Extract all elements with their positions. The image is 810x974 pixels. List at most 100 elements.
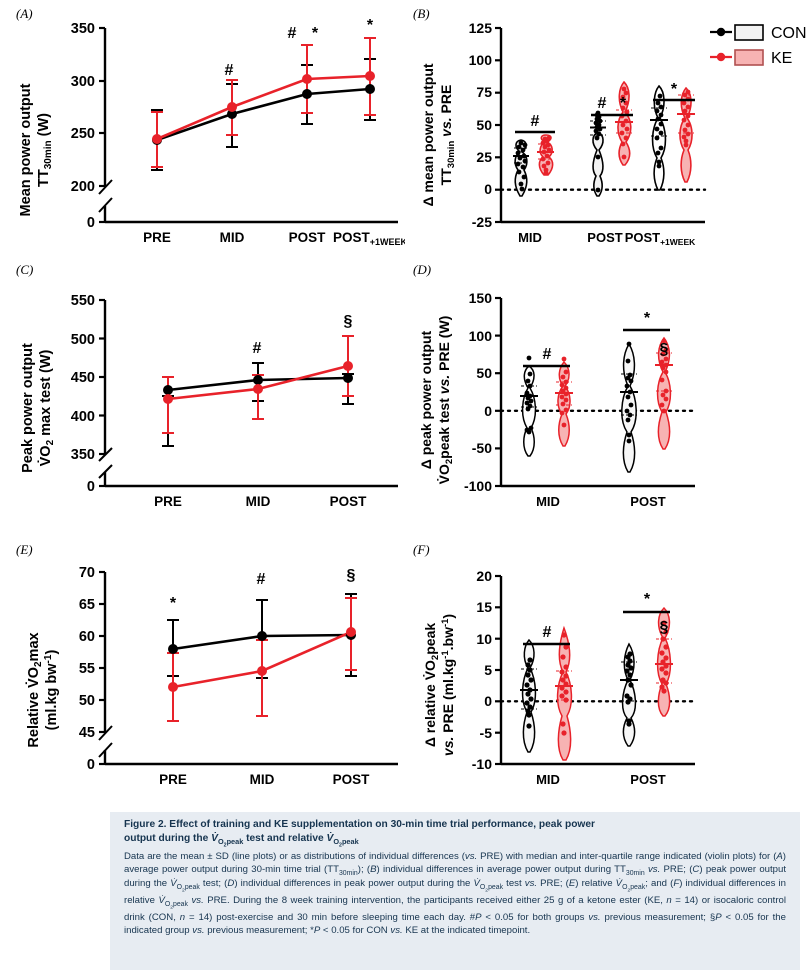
legend-item-con: CON xyxy=(710,24,807,42)
panel-c-ke-markers xyxy=(163,361,353,404)
svg-text:MID: MID xyxy=(536,494,560,509)
svg-text:§: § xyxy=(347,567,356,584)
panel-c-y-ticklabels: 550 500 450 400 350 0 xyxy=(71,293,95,495)
svg-text:*: * xyxy=(312,25,319,42)
svg-text:75: 75 xyxy=(476,84,492,100)
svg-text:150: 150 xyxy=(469,290,493,306)
panel-e-y-ticks xyxy=(99,570,105,766)
panel-e-y-axis xyxy=(98,572,113,764)
panel-a-y-axis xyxy=(98,28,113,222)
svg-text:MID: MID xyxy=(220,230,245,245)
svg-text:0: 0 xyxy=(484,693,492,709)
panel-d-ylabel: Δ peak power output V̇O2peak test vs. PR… xyxy=(418,316,455,485)
panel-f-y-ticks xyxy=(495,574,501,766)
panel-c-con-markers xyxy=(163,373,353,395)
caption-title-line1: Figure 2. Effect of training and KE supp… xyxy=(124,819,595,830)
svg-text:Mean power output: Mean power output xyxy=(18,83,34,216)
violin-f-con-mid xyxy=(520,638,538,753)
svg-text:V̇O2 max test (W): V̇O2 max test (W) xyxy=(37,349,56,466)
svg-text:#: # xyxy=(543,624,552,641)
caption-title-line2: output during the V̇O2peak test and rela… xyxy=(124,833,359,849)
panel-e-letter: (E) xyxy=(16,542,33,557)
svg-text:#: # xyxy=(253,340,262,357)
svg-text:CON: CON xyxy=(771,25,807,42)
svg-text:100: 100 xyxy=(469,328,493,344)
legend-item-ke: KE xyxy=(710,49,792,67)
svg-text:Relative V̇O2max: Relative V̇O2max xyxy=(25,632,44,747)
svg-text:*: * xyxy=(644,591,651,608)
panel-f-sig-bars xyxy=(523,610,670,646)
panel-e: (E) Relative V̇O2max (ml.kg bw-1) 70 65 60… xyxy=(0,520,405,812)
svg-text:50: 50 xyxy=(476,365,492,381)
svg-text:§: § xyxy=(660,619,669,636)
panel-b: (B) Δ mean power output TT30min vs. PRE … xyxy=(405,0,810,258)
panel-d: (D) Δ peak power output V̇O2peak test vs… xyxy=(405,258,810,520)
svg-text:POST+1WEEK: POST+1WEEK xyxy=(625,230,696,247)
svg-text:50: 50 xyxy=(79,693,95,709)
svg-text:PRE: PRE xyxy=(154,494,182,509)
violin-d-con-mid xyxy=(520,355,538,457)
svg-text:POST: POST xyxy=(630,494,665,509)
svg-text:350: 350 xyxy=(71,21,95,37)
panel-b-legend: CON KE xyxy=(710,24,807,67)
svg-text:0: 0 xyxy=(87,757,95,773)
panel-a-ke-line xyxy=(156,74,371,141)
panel-f-x-ticklabels: MID POST xyxy=(536,772,666,787)
svg-text:70: 70 xyxy=(79,565,95,581)
svg-text:Δ mean power output: Δ mean power output xyxy=(420,63,436,206)
panel-d-y-ticklabels: 150 100 50 0 -50 -100 xyxy=(464,290,492,494)
violin-f-ke-post xyxy=(655,606,673,717)
panel-c-chart: Peak power output V̇O2 max test (W) 5505… xyxy=(20,293,398,509)
violin-ke-mid xyxy=(537,134,554,176)
svg-text:#: # xyxy=(598,95,607,112)
panel-b-sig-bars xyxy=(515,98,695,134)
svg-text:POST: POST xyxy=(587,230,622,245)
svg-text:200: 200 xyxy=(71,179,95,195)
svg-text:350: 350 xyxy=(71,447,95,463)
svg-text:55: 55 xyxy=(79,661,95,677)
panel-a-con-markers xyxy=(152,84,375,145)
panel-e-annotations: * # § xyxy=(170,567,356,612)
caption-body: Data are the mean ± SD (line plots) or a… xyxy=(124,850,787,937)
panel-e-ke-markers xyxy=(168,627,356,692)
svg-text:PRE: PRE xyxy=(143,230,171,245)
panel-e-chart: Relative V̇O2max (ml.kg bw-1) 70 65 60 55 5… xyxy=(25,565,398,787)
panel-a-ke-markers xyxy=(152,71,375,144)
svg-text:5: 5 xyxy=(484,662,492,678)
svg-text:POST: POST xyxy=(333,772,371,787)
svg-text:MID: MID xyxy=(250,772,275,787)
svg-text:*: * xyxy=(671,81,678,98)
svg-text:125: 125 xyxy=(469,20,493,36)
svg-text:MID: MID xyxy=(536,772,560,787)
panel-f: (F) Δ relative V̇O2peak vs. PRE (ml.kg-1… xyxy=(405,520,810,812)
svg-text:#: # xyxy=(225,62,234,79)
svg-text:450: 450 xyxy=(71,370,95,386)
violin-ke-post1w xyxy=(677,86,695,183)
panel-f-chart: Δ relative V̇O2peak vs. PRE (ml.kg-1.bw-… xyxy=(422,568,697,787)
svg-text:*: * xyxy=(367,17,374,34)
panel-b-chart: Δ mean power output TT30min vs. PRE 1251… xyxy=(420,20,807,247)
svg-text:15: 15 xyxy=(476,599,492,615)
svg-text:PRE: PRE xyxy=(159,772,187,787)
svg-text:0: 0 xyxy=(484,181,492,197)
panel-a-con-errorbars xyxy=(151,58,376,171)
figure-caption: Figure 2. Effect of training and KE supp… xyxy=(110,812,800,970)
panel-b-letter: (B) xyxy=(413,6,430,21)
panel-a: (A) Mean power output TT30min (W) xyxy=(0,0,405,258)
panel-f-y-ticklabels: 20 15 10 5 0 -5 -10 xyxy=(472,568,492,772)
svg-text:60: 60 xyxy=(79,629,95,645)
panel-c-annotations: # § xyxy=(253,313,353,357)
panel-a-con-line xyxy=(156,87,371,142)
svg-text:-5: -5 xyxy=(480,725,493,741)
svg-text:POST+1WEEK: POST+1WEEK xyxy=(333,230,405,247)
panel-e-y-ticklabels: 70 65 60 55 50 45 0 xyxy=(79,565,95,773)
svg-text:-10: -10 xyxy=(472,756,492,772)
svg-text:(ml.kg bw-1): (ml.kg bw-1) xyxy=(43,650,60,731)
panel-a-y-ticklabels: 350 300 250 200 0 xyxy=(71,21,95,231)
panel-d-x-ticklabels: MID POST xyxy=(536,494,666,509)
svg-text:TT30min vs. PRE: TT30min vs. PRE xyxy=(438,85,457,186)
svg-text:-100: -100 xyxy=(464,478,492,494)
svg-text:Peak power output: Peak power output xyxy=(20,343,36,473)
panel-f-annotations: # * § xyxy=(543,591,669,641)
